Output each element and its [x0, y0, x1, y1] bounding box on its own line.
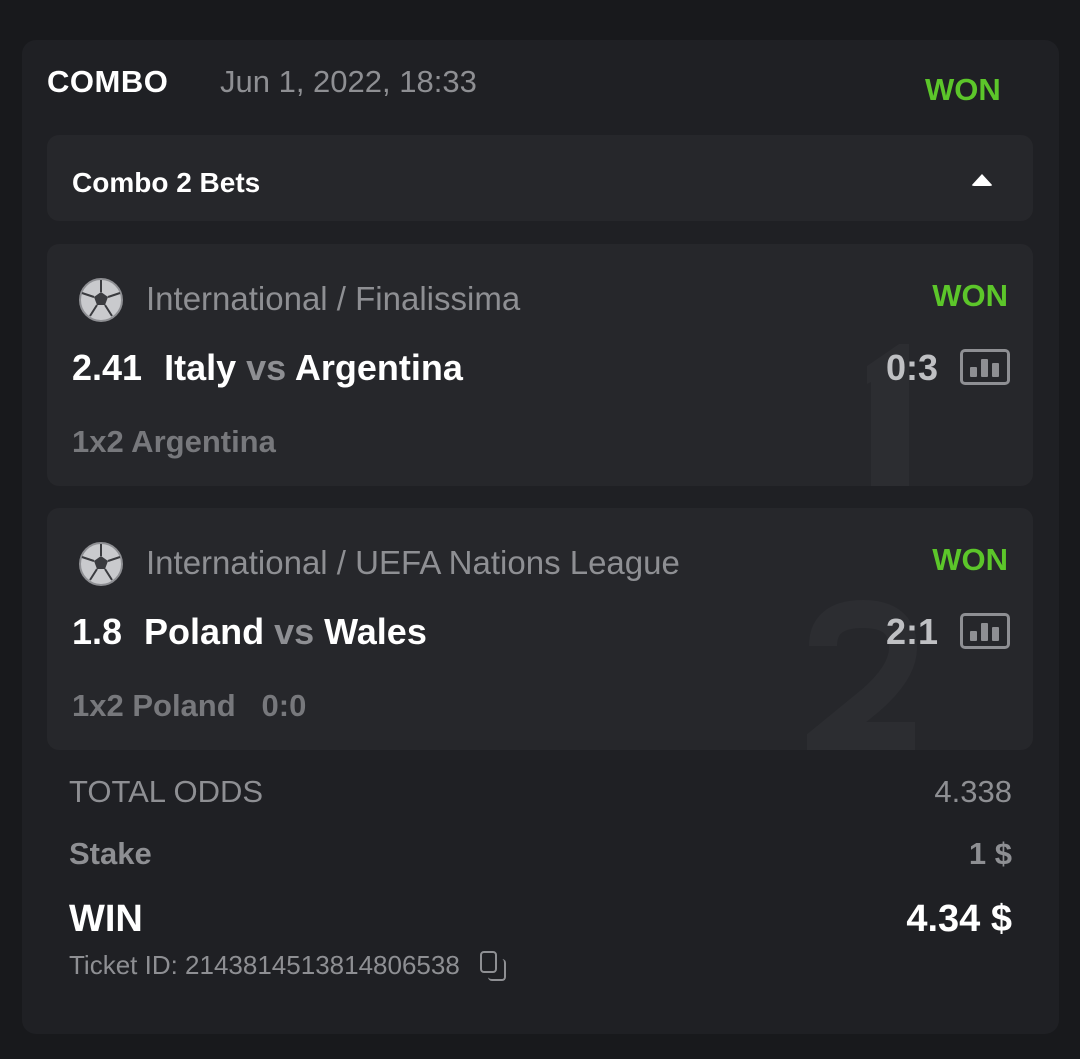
bet-pick: 1x2 Argentina [72, 424, 276, 460]
pick-score: 0:0 [261, 688, 307, 723]
win-value: 4.34 $ [906, 898, 1012, 940]
total-odds-value: 4.338 [934, 774, 1012, 809]
bet-date: Jun 1, 2022, 18:33 [220, 64, 477, 99]
total-odds-label: TOTAL ODDS [69, 774, 264, 809]
bet-item: International / UEFA Nations League WON … [47, 508, 1033, 750]
bet-status: WON [932, 278, 1008, 313]
copy-icon[interactable] [478, 950, 508, 981]
stake-value: 1 $ [968, 836, 1012, 871]
win-label: WIN [69, 898, 143, 940]
pick-label: 1x2 Argentina [72, 424, 276, 459]
win-row: WIN 4.34 $ [69, 898, 1012, 941]
caret-up-icon [971, 174, 993, 186]
match-score: 2:1 [885, 611, 938, 652]
stats-icon[interactable] [960, 613, 1010, 649]
combo-label: Combo 2 Bets [72, 167, 261, 198]
total-odds-row: TOTAL ODDS 4.338 [69, 774, 1012, 810]
stake-row: Stake 1 $ [69, 836, 1012, 872]
bet-item: International / Finalissima WON 2.41 Ital… [47, 244, 1033, 486]
bet-status: WON [932, 542, 1008, 577]
away-team: Wales [324, 611, 427, 652]
ticket-id: Ticket ID: 2143814513814806538 [69, 950, 460, 980]
soccer-ball-icon [79, 542, 123, 586]
soccer-ball-icon [79, 278, 123, 322]
match-line: 1.8 Poland vs Wales [72, 611, 427, 653]
combo-toggle[interactable]: Combo 2 Bets [47, 135, 1033, 221]
stake-label: Stake [69, 836, 152, 871]
pick-label: 1x2 Poland [72, 688, 236, 723]
vs-label: vs [274, 611, 315, 652]
home-team: Poland [144, 611, 265, 652]
bet-odds: 1.8 [72, 611, 123, 652]
bet-index-watermark [867, 344, 909, 486]
stats-icon[interactable] [960, 349, 1010, 385]
bet-odds: 2.41 [72, 347, 143, 388]
ticket-id-row: Ticket ID: 2143814513814806538 [69, 950, 508, 981]
match-line: 2.41 Italy vs Argentina [72, 347, 463, 389]
match-score: 0:3 [885, 347, 938, 388]
bet-index-watermark [807, 600, 918, 750]
league-name: International / UEFA Nations League [146, 544, 680, 581]
bet-type: COMBO [47, 64, 169, 99]
vs-label: vs [246, 347, 287, 388]
away-team: Argentina [294, 347, 463, 388]
bet-pick: 1x2 Poland 0:0 [72, 688, 306, 724]
league-name: International / Finalissima [146, 280, 521, 317]
ticket-status: WON [925, 72, 1001, 107]
home-team: Italy [164, 347, 237, 388]
